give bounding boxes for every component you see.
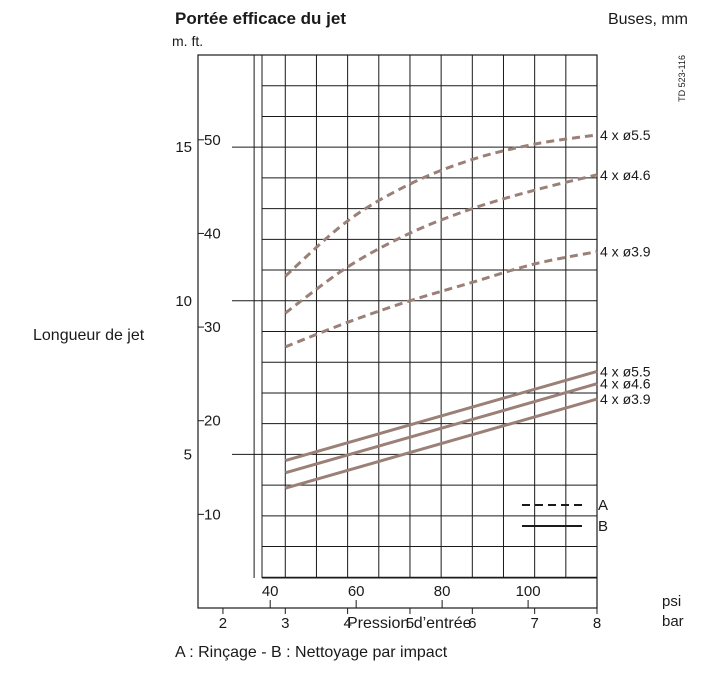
y-tick-label-ft: 30 bbox=[204, 319, 221, 336]
x-tick-label-bar: 6 bbox=[468, 615, 476, 632]
legend-label-b: B bbox=[598, 518, 608, 535]
plot-frame bbox=[197, 54, 598, 609]
y-tick-label-ft: 10 bbox=[204, 506, 221, 523]
x-tick-label-psi: 100 bbox=[516, 583, 541, 600]
series-label: 4 x ø4.6 bbox=[600, 167, 651, 183]
series-line-a bbox=[284, 250, 598, 349]
series-label: 4 x ø3.9 bbox=[600, 244, 651, 260]
x-tick-label-bar: 2 bbox=[219, 615, 227, 632]
legend: AB bbox=[522, 497, 608, 535]
caption: A : Rinçage - B : Nettoyage par impact bbox=[175, 644, 448, 661]
chart-title: Portée efficace du jet bbox=[175, 9, 346, 28]
series-label: 4 x ø4.6 bbox=[600, 376, 651, 392]
series-label: 4 x ø5.5 bbox=[600, 363, 651, 379]
y-tick-label-ft: 40 bbox=[204, 225, 221, 242]
x-axis-label: Pression d’entrée bbox=[347, 615, 472, 632]
series-line-a bbox=[284, 133, 598, 278]
x-tick-label-psi: 80 bbox=[434, 583, 451, 600]
y-tick-label-ft: 50 bbox=[204, 132, 221, 149]
series-label: 4 x ø5.5 bbox=[600, 127, 651, 143]
series-label: 4 x ø3.9 bbox=[600, 391, 651, 407]
x-tick-label-psi: 40 bbox=[262, 583, 279, 600]
x-unit-psi: psi bbox=[662, 593, 681, 610]
series-line-a bbox=[284, 173, 598, 315]
x-tick-label-bar: 4 bbox=[343, 615, 351, 632]
y-tick-label-m: 10 bbox=[175, 293, 192, 310]
y-tick-label-m: 5 bbox=[184, 446, 192, 463]
y-unit-labels: m. ft. bbox=[172, 33, 203, 49]
legend-title: Buses, mm bbox=[608, 11, 688, 28]
x-tick-label-bar: 8 bbox=[593, 615, 601, 632]
y-tick-label-m: 15 bbox=[175, 139, 192, 156]
x-unit-bar: bar bbox=[662, 613, 684, 630]
document-reference: TD 523-116 bbox=[677, 55, 687, 102]
x-tick-label-psi: 60 bbox=[348, 583, 365, 600]
y-tick-label-ft: 20 bbox=[204, 413, 221, 430]
series-line-b bbox=[284, 369, 598, 462]
y-axis-label: Longueur de jet bbox=[33, 327, 145, 344]
legend-label-a: A bbox=[598, 497, 608, 514]
x-tick-label-bar: 5 bbox=[406, 615, 414, 632]
grid bbox=[198, 55, 598, 614]
series-line-b bbox=[284, 397, 598, 490]
series-layer bbox=[284, 133, 598, 490]
x-tick-label-bar: 7 bbox=[530, 615, 538, 632]
x-tick-label-bar: 3 bbox=[281, 615, 289, 632]
series-line-b bbox=[284, 382, 598, 475]
